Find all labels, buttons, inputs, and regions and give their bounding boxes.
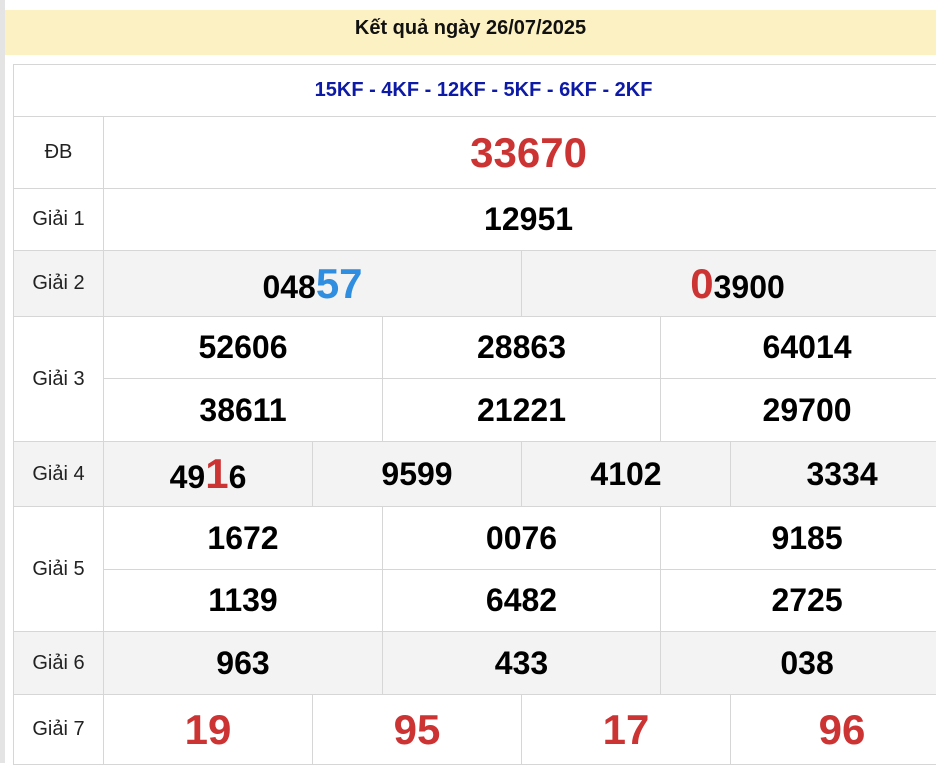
prize-3-value: 38611 [104, 379, 383, 442]
digits: 3900 [714, 269, 785, 305]
prize-5-value: 2725 [661, 570, 936, 632]
prize-4-value: 4916 [104, 442, 313, 507]
results-date-header: Kết quả ngày 26/07/2025 [5, 10, 936, 55]
digits: 49 [170, 459, 206, 495]
prize-4-value: 3334 [731, 442, 936, 507]
special-prize-value: 33670 [104, 117, 936, 189]
prize-label-g5: Giải 5 [14, 507, 104, 632]
prize-5-value: 1672 [104, 507, 383, 570]
prize-6-value: 963 [104, 632, 383, 695]
prize-4-value: 9599 [313, 442, 522, 507]
prize-label-g6: Giải 6 [14, 632, 104, 695]
prize-5-value: 0076 [383, 507, 661, 570]
prize-6-value: 433 [383, 632, 661, 695]
page-edge [0, 0, 5, 763]
prize-label-g2: Giải 2 [14, 251, 104, 317]
prize-label-g3: Giải 3 [14, 317, 104, 442]
prize-label-g4: Giải 4 [14, 442, 104, 507]
prize-5-value: 6482 [383, 570, 661, 632]
prize-3-value: 21221 [383, 379, 661, 442]
prize-7-value: 17 [522, 695, 731, 765]
prize-3-value: 29700 [661, 379, 936, 442]
prize-2-value: 03900 [522, 251, 936, 317]
prize-7-value: 19 [104, 695, 313, 765]
prize-1-value: 12951 [104, 189, 936, 251]
prize-7-value: 95 [313, 695, 522, 765]
prize-label-g1: Giải 1 [14, 189, 104, 251]
ticket-codes: 15KF - 4KF - 12KF - 5KF - 6KF - 2KF [14, 65, 936, 117]
prize-label-db: ĐB [14, 117, 104, 189]
prize-3-value: 52606 [104, 317, 383, 379]
highlight-digits: 1 [205, 450, 228, 497]
prize-5-value: 1139 [104, 570, 383, 632]
prize-label-g7: Giải 7 [14, 695, 104, 765]
prize-4-value: 4102 [522, 442, 731, 507]
highlight-digits: 57 [316, 260, 363, 307]
prize-7-value: 96 [731, 695, 936, 765]
digits: 6 [229, 459, 247, 495]
prize-5-value: 9185 [661, 507, 936, 570]
digits: 048 [262, 269, 315, 305]
prize-3-value: 28863 [383, 317, 661, 379]
highlight-digits: 0 [690, 260, 713, 307]
prize-6-value: 038 [661, 632, 936, 695]
prize-2-value: 04857 [104, 251, 522, 317]
prize-3-value: 64014 [661, 317, 936, 379]
